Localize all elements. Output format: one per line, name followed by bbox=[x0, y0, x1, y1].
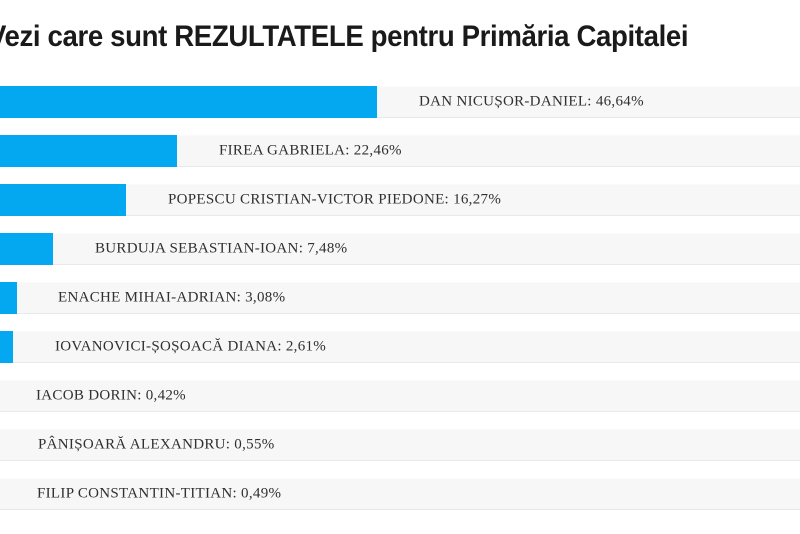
bar-label: FIREA GABRIELA: 22,46% bbox=[219, 142, 402, 159]
bar-row: IACOB DORIN: 0,42% bbox=[0, 380, 800, 412]
result-bar[interactable] bbox=[0, 135, 177, 167]
result-bar[interactable] bbox=[0, 184, 126, 216]
bar-row: DAN NICUȘOR-DANIEL: 46,64% bbox=[0, 86, 800, 118]
result-bar[interactable] bbox=[0, 233, 53, 265]
chart-title: Vezi care sunt REZULTATELE pentru Primăr… bbox=[0, 20, 689, 53]
bar-row: FIREA GABRIELA: 22,46% bbox=[0, 135, 800, 167]
bar-row: PÂNIȘOARĂ ALEXANDRU: 0,55% bbox=[0, 429, 800, 461]
bar-label: IACOB DORIN: 0,42% bbox=[36, 387, 186, 404]
bar-label: PÂNIȘOARĂ ALEXANDRU: 0,55% bbox=[38, 436, 275, 453]
bar-label: FILIP CONSTANTIN-TITIAN: 0,49% bbox=[37, 485, 282, 502]
result-bar[interactable] bbox=[0, 86, 377, 118]
result-bar[interactable] bbox=[0, 331, 13, 363]
bar-row: ENACHE MIHAI-ADRIAN: 3,08% bbox=[0, 282, 800, 314]
bar-row: IOVANOVICI-ȘOȘOACĂ DIANA: 2,61% bbox=[0, 331, 800, 363]
bar-label: IOVANOVICI-ȘOȘOACĂ DIANA: 2,61% bbox=[55, 338, 327, 355]
bar-label: ENACHE MIHAI-ADRIAN: 3,08% bbox=[58, 289, 286, 306]
bar-label: BURDUJA SEBASTIAN-IOAN: 7,48% bbox=[95, 240, 348, 257]
bar-label: DAN NICUȘOR-DANIEL: 46,64% bbox=[419, 93, 644, 110]
bar-row: BURDUJA SEBASTIAN-IOAN: 7,48% bbox=[0, 233, 800, 265]
bar-row: FILIP CONSTANTIN-TITIAN: 0,49% bbox=[0, 478, 800, 510]
bar-row: POPESCU CRISTIAN-VICTOR PIEDONE: 16,27% bbox=[0, 184, 800, 216]
result-bar[interactable] bbox=[0, 282, 17, 314]
bar-chart: DAN NICUȘOR-DANIEL: 46,64% FIREA GABRIEL… bbox=[0, 86, 800, 527]
bar-label: POPESCU CRISTIAN-VICTOR PIEDONE: 16,27% bbox=[168, 191, 502, 208]
